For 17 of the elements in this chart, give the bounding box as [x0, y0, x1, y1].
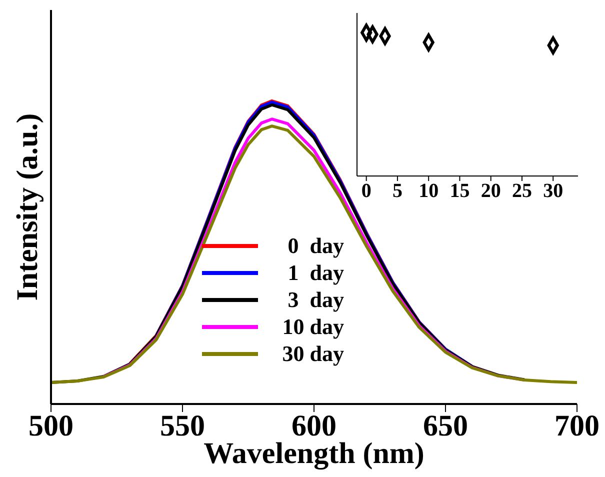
legend-label: 30 day: [281, 340, 344, 366]
x-tick-label: 25: [512, 180, 532, 202]
y-axis-title: Intensity (a.u.): [11, 113, 45, 301]
legend-label: 1 day: [286, 260, 344, 286]
x-tick-label: 700: [554, 409, 600, 442]
x-tick-label: 15: [450, 180, 470, 202]
x-tick-label: 550: [160, 409, 205, 442]
x-tick-label: 10: [418, 180, 439, 202]
x-tick-label: 5: [392, 180, 402, 202]
legend-label: 10 day: [281, 314, 344, 340]
x-tick-label: 20: [480, 180, 501, 202]
legend-label: 0 day: [286, 232, 344, 258]
x-tick-label: 650: [423, 409, 468, 442]
x-tick-label: 0: [361, 180, 372, 202]
x-tick-label: 500: [28, 409, 74, 442]
legend-label: 3 day: [286, 286, 344, 312]
x-tick-label: 30: [543, 180, 564, 202]
